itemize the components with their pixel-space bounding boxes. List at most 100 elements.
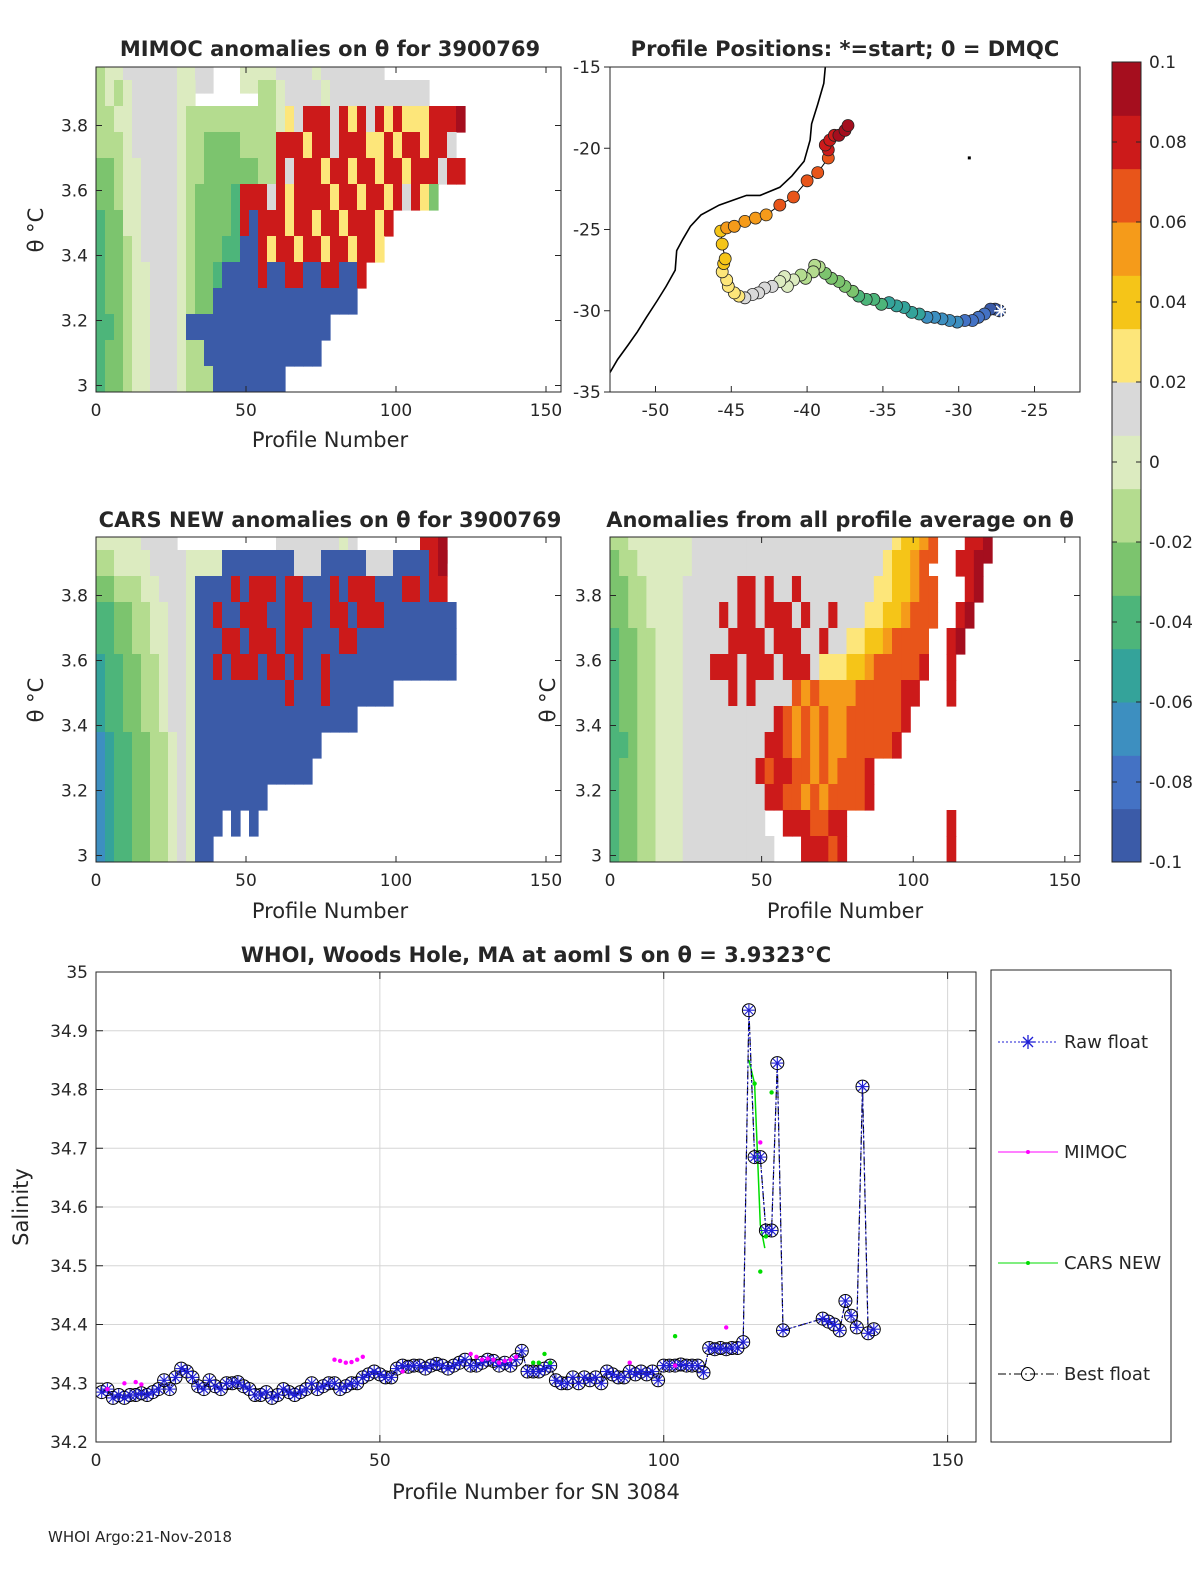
heatmap-cell bbox=[303, 576, 313, 603]
colorbar-tick-label: 0.06 bbox=[1149, 213, 1187, 233]
heatmap-cell bbox=[637, 706, 647, 733]
heatmap-cell bbox=[855, 550, 866, 577]
salinity-plot bbox=[96, 1003, 881, 1405]
mimoc-ticks: 0 50 100 150 3 3.2 3.4 3.6 3.8 bbox=[61, 67, 562, 421]
heatmap-cell bbox=[837, 576, 848, 603]
heatmap-cell bbox=[294, 550, 304, 577]
heatmap-cell bbox=[150, 628, 160, 655]
heatmap-cell bbox=[882, 654, 893, 681]
heatmap-cell bbox=[710, 836, 720, 862]
heatmap-cell bbox=[673, 576, 684, 603]
heatmap-cell bbox=[882, 680, 893, 707]
heatmap-cell bbox=[159, 602, 169, 629]
heatmap-cell bbox=[312, 654, 322, 681]
heatmap-cell bbox=[213, 132, 223, 159]
legend-raw-float-label: Raw float bbox=[1064, 1032, 1148, 1053]
heatmap-cell bbox=[928, 576, 939, 603]
heatmap-cell bbox=[303, 158, 313, 185]
heatmap-cell bbox=[321, 628, 331, 655]
heatmap-cell bbox=[231, 654, 241, 681]
heatmap-cell bbox=[96, 106, 106, 133]
heatmap-cell bbox=[96, 784, 106, 811]
heatmap-cell bbox=[204, 602, 214, 629]
heatmap-cell bbox=[628, 654, 638, 681]
heatmap-cell bbox=[105, 80, 115, 107]
heatmap-cell bbox=[159, 262, 169, 289]
heatmap-cell bbox=[737, 784, 748, 811]
heatmap-cell bbox=[837, 836, 848, 862]
heatmap-cell bbox=[646, 628, 657, 655]
heatmap-cell bbox=[646, 602, 657, 629]
heatmap-cell bbox=[213, 628, 223, 655]
cars-point bbox=[752, 1081, 757, 1086]
heatmap-cell bbox=[682, 680, 693, 707]
heatmap-cell bbox=[846, 602, 857, 629]
cars-markers bbox=[531, 1081, 774, 1365]
heatmap-cell bbox=[222, 158, 232, 185]
profile-position-marker bbox=[811, 166, 825, 180]
heatmap-cell bbox=[249, 550, 259, 577]
heatmap-cell bbox=[619, 836, 629, 862]
heatmap-cell bbox=[901, 628, 911, 655]
heatmap-cell bbox=[628, 706, 638, 733]
heatmap-cell bbox=[664, 732, 675, 759]
heatmap-cell bbox=[240, 654, 250, 681]
colorbar-swatch bbox=[1112, 702, 1141, 756]
heatmap-cell bbox=[267, 340, 277, 367]
heatmap-cell bbox=[964, 602, 975, 629]
heatmap-cell bbox=[348, 706, 358, 733]
heatmap-cell bbox=[141, 132, 151, 159]
raw-float-point bbox=[839, 1295, 852, 1307]
heatmap-cell bbox=[791, 758, 802, 785]
heatmap-cell bbox=[213, 810, 223, 837]
colorbar: 0.1 0.08 0.06 0.04 0.02 0 -0.02 -0.04 -0.06 -0.08… bbox=[1111, 53, 1193, 873]
best-float-point bbox=[866, 1322, 881, 1337]
heatmap-cell bbox=[186, 184, 196, 211]
heatmap-cell bbox=[755, 602, 766, 629]
heatmap-cell bbox=[141, 810, 151, 837]
heatmap-cell bbox=[132, 680, 142, 707]
heatmap-cell bbox=[801, 602, 811, 629]
heatmap-cell bbox=[846, 576, 857, 603]
heatmap-cell bbox=[873, 550, 884, 577]
raw-float-point bbox=[237, 1380, 250, 1393]
heatmap-cell bbox=[249, 784, 259, 811]
heatmap-cell bbox=[646, 550, 657, 577]
mimoc-point bbox=[672, 1363, 678, 1368]
heatmap-cell bbox=[258, 784, 268, 811]
heatmap-cell bbox=[186, 810, 196, 837]
heatmap-cell bbox=[141, 184, 151, 211]
best-float-point bbox=[202, 1373, 217, 1388]
heatmap-cell bbox=[249, 314, 259, 341]
heatmap-cell bbox=[105, 628, 115, 655]
dot-marker-icon bbox=[1026, 1150, 1030, 1154]
heatmap-cell bbox=[610, 576, 620, 603]
heatmap-cell bbox=[339, 262, 349, 289]
heatmap-cell bbox=[737, 550, 748, 577]
heatmap-cell bbox=[801, 550, 811, 577]
heatmap-cell bbox=[132, 288, 142, 315]
heatmap-cell bbox=[919, 602, 929, 629]
heatmap-cell bbox=[755, 706, 766, 733]
raw-float-point bbox=[231, 1376, 244, 1389]
best-float-point bbox=[651, 1373, 666, 1388]
heatmap-cell bbox=[294, 314, 304, 341]
heatmap-cell bbox=[737, 602, 748, 629]
heatmap-cell bbox=[628, 576, 638, 603]
heatmap-cell bbox=[700, 758, 711, 785]
salinity-grid bbox=[96, 972, 976, 1442]
heatmap-cell bbox=[447, 106, 457, 133]
heatmap-cell bbox=[96, 810, 106, 837]
heatmap-cell bbox=[240, 184, 250, 211]
heatmap-cell bbox=[746, 758, 757, 785]
heatmap-cell bbox=[267, 236, 277, 263]
x-tick-label: 150 bbox=[1049, 871, 1081, 891]
y-tick-label: 34.2 bbox=[50, 1433, 88, 1453]
raw-float-point bbox=[691, 1359, 704, 1372]
cars-point bbox=[542, 1351, 547, 1357]
heatmap-cell bbox=[810, 654, 820, 681]
heatmap-cell bbox=[864, 680, 875, 707]
heatmap-cell bbox=[375, 654, 385, 681]
heatmap-cell bbox=[873, 680, 884, 707]
heatmap-cell bbox=[655, 654, 666, 681]
